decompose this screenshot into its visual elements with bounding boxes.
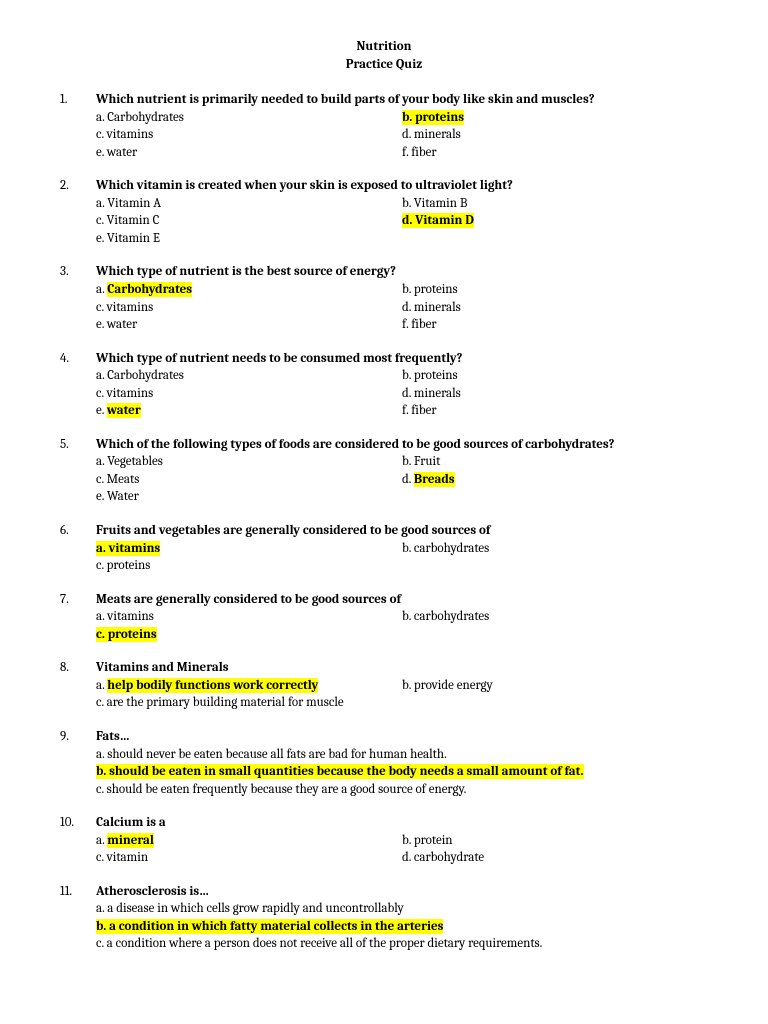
answer-option: d. minerals (402, 385, 708, 403)
answer-option: e. water (96, 402, 402, 420)
question-number: 8. (60, 659, 96, 712)
question-body: Which vitamin is created when your skin … (96, 177, 708, 247)
question: 5.Which of the following types of foods … (60, 436, 708, 506)
question: 1.Which nutrient is primarily needed to … (60, 91, 708, 161)
answer-option: a. should never be eaten because all fat… (96, 746, 708, 764)
question-text: Vitamins and Minerals (96, 659, 708, 677)
question-number: 9. (60, 728, 96, 798)
question: 10.Calcium is aa. mineralc. vitaminb. pr… (60, 814, 708, 867)
question: 7. Meats are generally considered to be … (60, 591, 708, 644)
answer-option: b. proteins (402, 281, 708, 299)
answer-option: b. protein (402, 832, 708, 850)
answer-option: e. water (96, 144, 402, 162)
answer-option: f. fiber (402, 316, 708, 334)
answer-option: e. Water (96, 488, 402, 506)
question-text: Atherosclerosis is… (96, 883, 708, 901)
answer-option: a. help bodily functions work correctly (96, 677, 402, 695)
question-body: Which of the following types of foods ar… (96, 436, 708, 506)
answer-option: c. should be eaten frequently because th… (96, 781, 708, 799)
question-body: Fats…a. should never be eaten because al… (96, 728, 708, 798)
quiz-title: Nutrition Practice Quiz (60, 38, 708, 73)
question-text: Which nutrient is primarily needed to bu… (96, 91, 708, 109)
answer-option: c. a condition where a person does not r… (96, 935, 708, 953)
answer-option: d. minerals (402, 299, 708, 317)
question-text: Which of the following types of foods ar… (96, 436, 708, 454)
answer-option: a. a disease in which cells grow rapidly… (96, 900, 708, 918)
question-body: Meats are generally considered to be goo… (96, 591, 708, 644)
answer-option: a. Vegetables (96, 453, 402, 471)
question-text: Which type of nutrient needs to be consu… (96, 350, 708, 368)
question-text: Meats are generally considered to be goo… (96, 591, 708, 609)
title-line-2: Practice Quiz (60, 56, 708, 74)
question-body: Which type of nutrient needs to be consu… (96, 350, 708, 420)
answer-option: e. Vitamin E (96, 230, 402, 248)
answer-option: b. should be eaten in small quantities b… (96, 763, 708, 781)
answer-option: a. Carbohydrates (96, 109, 402, 127)
question: 2.Which vitamin is created when your ski… (60, 177, 708, 247)
answer-option: b. a condition in which fatty material c… (96, 918, 708, 936)
question-text: Calcium is a (96, 814, 708, 832)
question-number: 4. (60, 350, 96, 420)
question-number: 3. (60, 263, 96, 333)
question-body: Fruits and vegetables are generally cons… (96, 522, 708, 575)
question-number: 5. (60, 436, 96, 506)
title-line-1: Nutrition (60, 38, 708, 56)
answer-option: a. Carbohydrates (96, 367, 402, 385)
question-text: Which vitamin is created when your skin … (96, 177, 708, 195)
question-number: 6. (60, 522, 96, 575)
answer-option: c. Meats (96, 471, 402, 489)
answer-option: c. proteins (96, 626, 402, 644)
answer-option: a. vitamins (96, 540, 402, 558)
question-text: Which type of nutrient is the best sourc… (96, 263, 708, 281)
question: 3.Which type of nutrient is the best sou… (60, 263, 708, 333)
answer-option: d. carbohydrate (402, 849, 708, 867)
answer-option: c. vitamins (96, 299, 402, 317)
answer-option: c. vitamins (96, 385, 402, 403)
question-text: Fats… (96, 728, 708, 746)
answer-option: c. are the primary building material for… (96, 694, 708, 712)
questions-container: 1.Which nutrient is primarily needed to … (60, 91, 708, 953)
answer-option: b. carbohydrates (402, 608, 708, 626)
answer-option: a. vitamins (96, 608, 402, 626)
answer-option: f. fiber (402, 402, 708, 420)
answer-option: b. Vitamin B (402, 195, 708, 213)
answer-option: b. provide energy (402, 677, 708, 695)
answer-option: d. Breads (402, 471, 708, 489)
answer-option: e. water (96, 316, 402, 334)
answer-option: d. Vitamin D (402, 212, 708, 230)
question-body: Which type of nutrient is the best sourc… (96, 263, 708, 333)
question: 8.Vitamins and Mineralsa. help bodily fu… (60, 659, 708, 712)
answer-option: b. Fruit (402, 453, 708, 471)
question: 11.Atherosclerosis is…a. a disease in wh… (60, 883, 708, 953)
question-number: 1. (60, 91, 96, 161)
question-number: 10. (60, 814, 96, 867)
question-body: Which nutrient is primarily needed to bu… (96, 91, 708, 161)
answer-option: c. vitamin (96, 849, 402, 867)
answer-option: b. proteins (402, 109, 708, 127)
question: 6. Fruits and vegetables are generally c… (60, 522, 708, 575)
answer-option: a. Vitamin A (96, 195, 402, 213)
answer-option: d. minerals (402, 126, 708, 144)
answer-option: b. proteins (402, 367, 708, 385)
answer-option: f. fiber (402, 144, 708, 162)
answer-option: a. Carbohydrates (96, 281, 402, 299)
question-body: Vitamins and Mineralsa. help bodily func… (96, 659, 708, 712)
question-body: Calcium is aa. mineralc. vitaminb. prote… (96, 814, 708, 867)
question: 4.Which type of nutrient needs to be con… (60, 350, 708, 420)
question-text: Fruits and vegetables are generally cons… (96, 522, 708, 540)
answer-option: c. vitamins (96, 126, 402, 144)
question: 9.Fats…a. should never be eaten because … (60, 728, 708, 798)
answer-option: a. mineral (96, 832, 402, 850)
question-number: 11. (60, 883, 96, 953)
answer-option: b. carbohydrates (402, 540, 708, 558)
question-body: Atherosclerosis is…a. a disease in which… (96, 883, 708, 953)
answer-option: c. Vitamin C (96, 212, 402, 230)
answer-option: c. proteins (96, 557, 402, 575)
question-number: 2. (60, 177, 96, 247)
question-number: 7. (60, 591, 96, 644)
